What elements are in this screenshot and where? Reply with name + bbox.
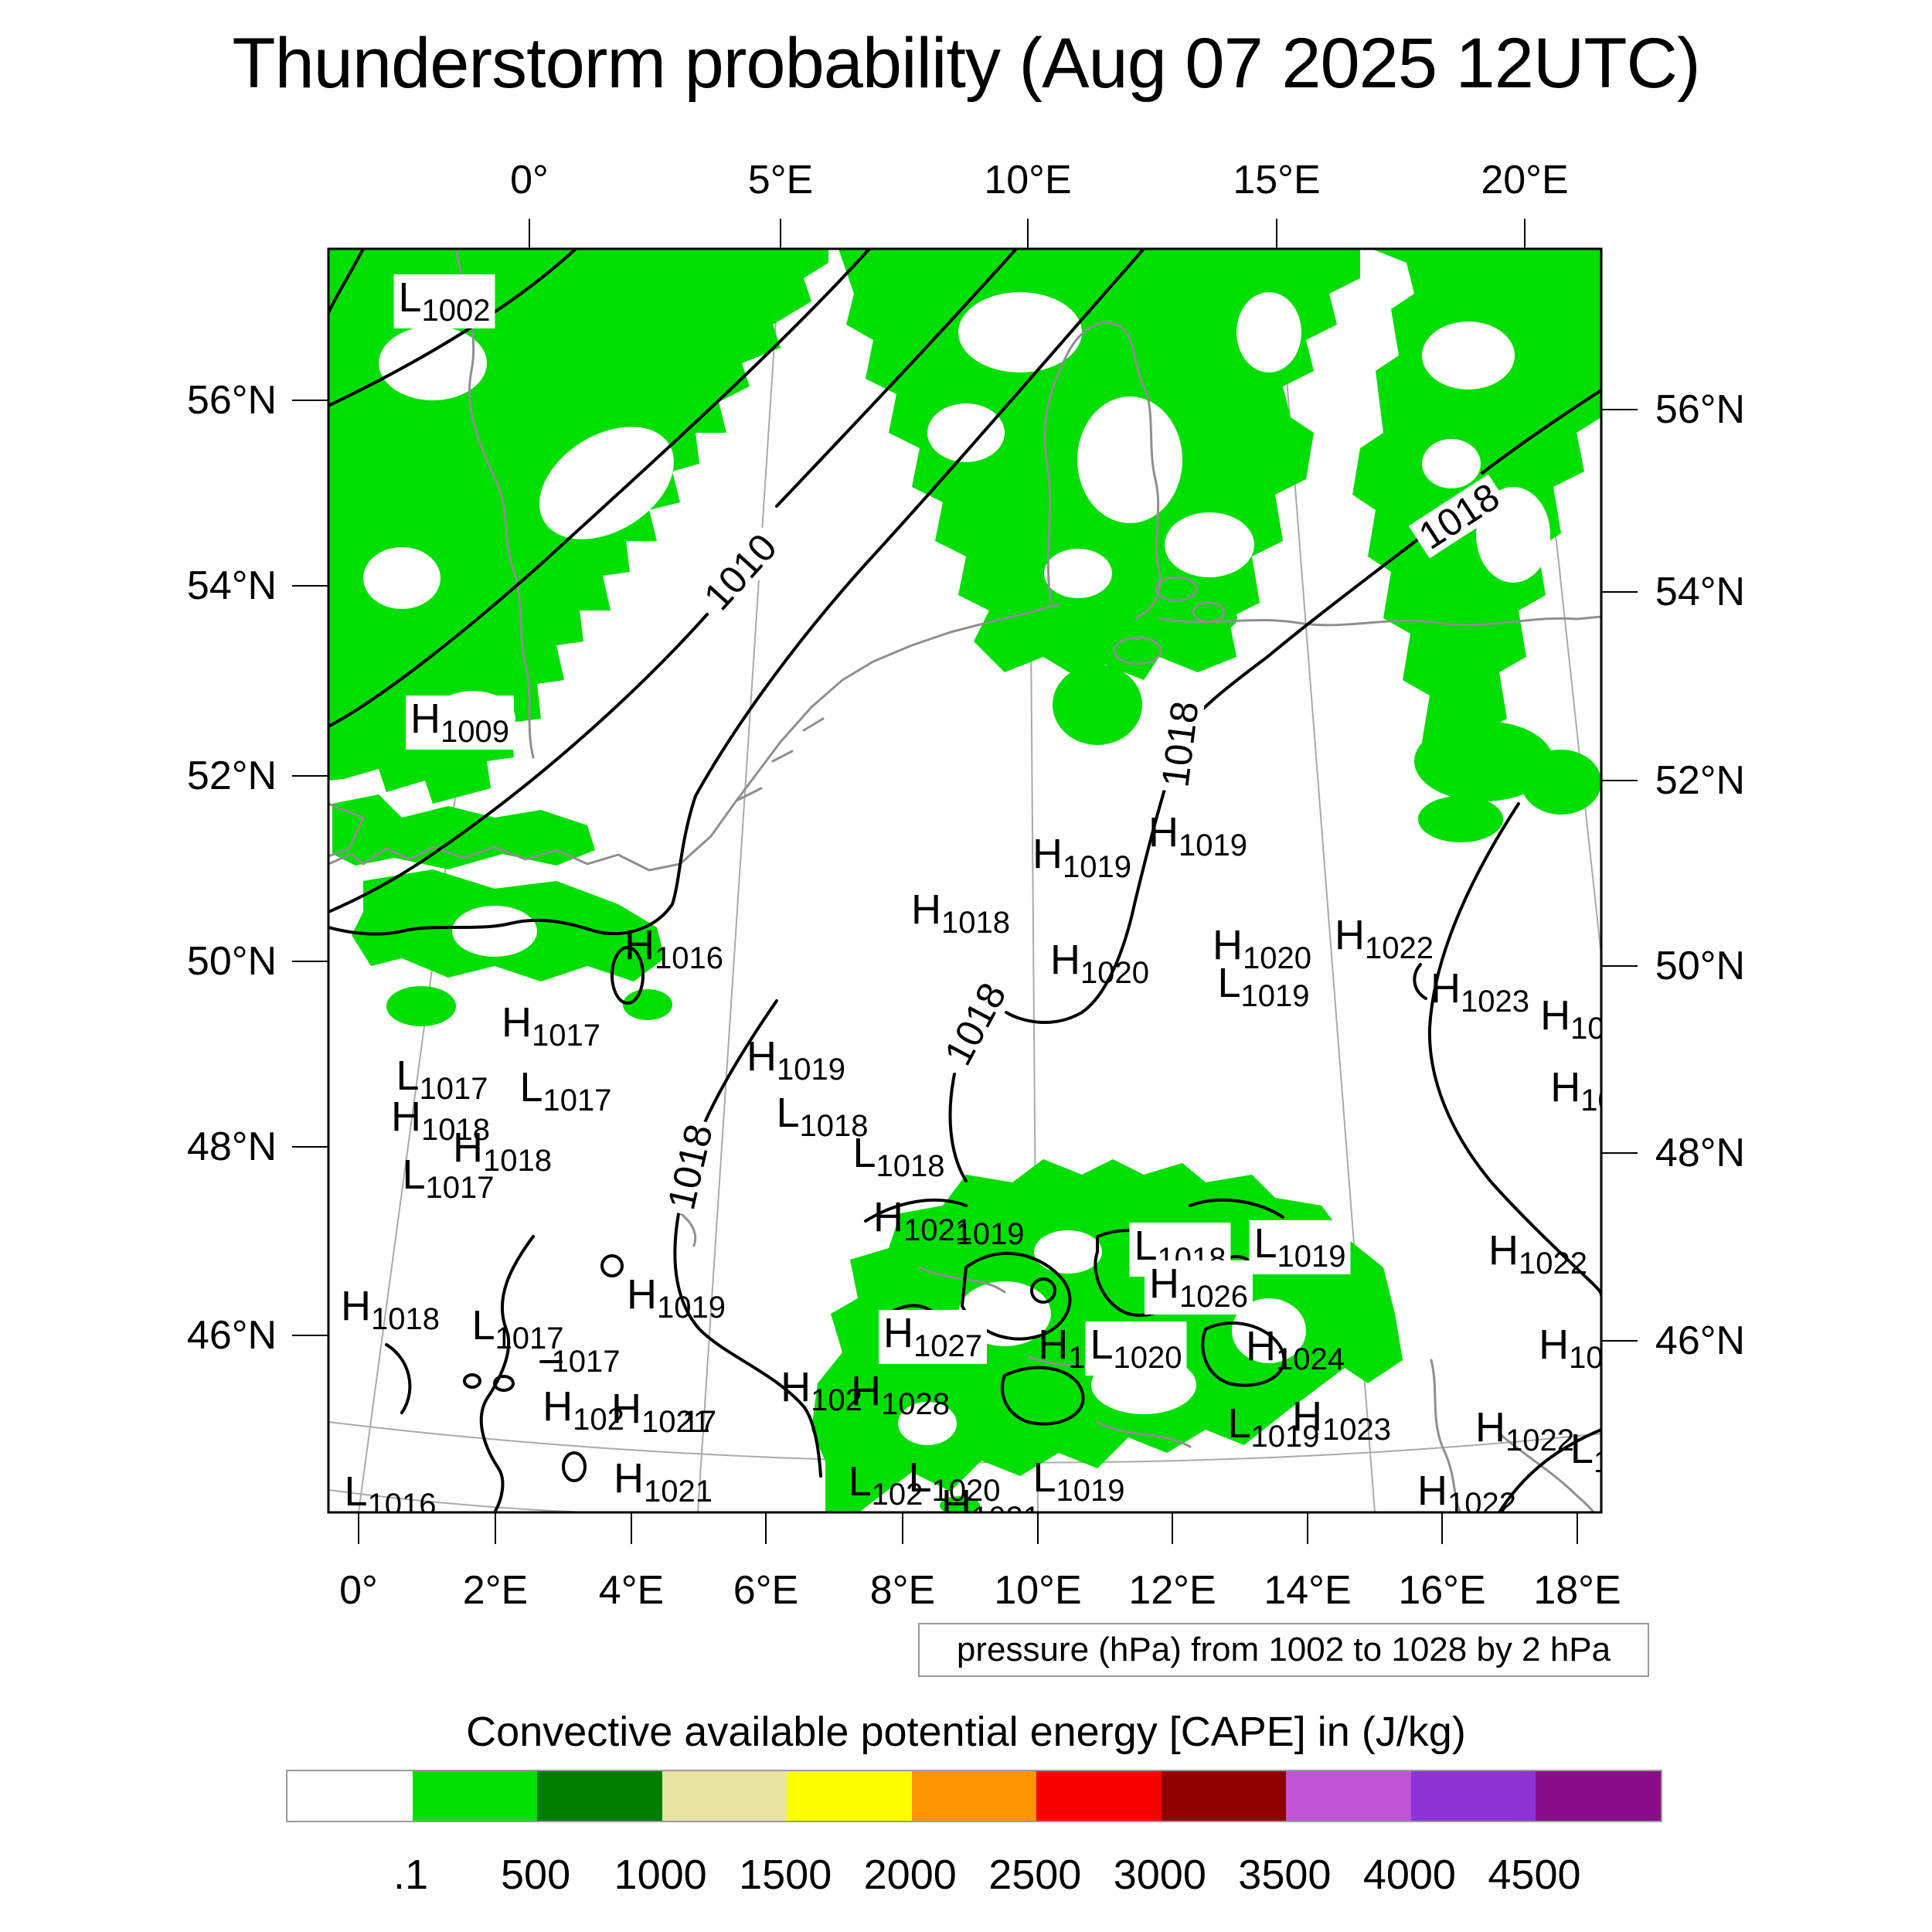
colorbar-cell — [1286, 1771, 1411, 1821]
axis-label-bottom: 4°E — [598, 1568, 665, 1613]
pressure-label-L1020: L1020 — [908, 1454, 1001, 1508]
pressure-label-H1018: H1018 — [911, 886, 1010, 940]
pressure-label-L1017: L1017 — [402, 1151, 495, 1205]
pressure-label-L1018: L1018 — [852, 1130, 945, 1183]
colorbar-cell — [412, 1771, 538, 1821]
axis-label-bottom: 18°E — [1533, 1568, 1621, 1613]
pressure-label-L1019: L1019 — [1032, 1454, 1125, 1508]
legend-title: Convective available potential energy [C… — [466, 1709, 1466, 1755]
pressure-label-H102: H102 — [781, 1364, 862, 1417]
pressure-label-H1022: H1022 — [1335, 912, 1434, 965]
axis-label-bottom: 0° — [339, 1568, 378, 1613]
axis-label-left: 56°N — [186, 378, 277, 423]
pressure-label-H1018: H1018 — [341, 1283, 440, 1336]
axis-label-right: 56°N — [1655, 387, 1746, 432]
axis-label-bottom: 10°E — [994, 1568, 1082, 1613]
pressure-label-H1020: H1020 — [1050, 937, 1149, 990]
axis-label-right: 48°N — [1655, 1131, 1746, 1175]
axis-label-left: 54°N — [186, 563, 277, 608]
axis-label-right: 46°N — [1655, 1318, 1746, 1363]
axis-label-top: 20°E — [1481, 158, 1569, 202]
colorbar-cell — [287, 1771, 413, 1821]
axis-label-top: 0° — [510, 158, 549, 202]
colorbar-tick-label: 2500 — [988, 1852, 1082, 1898]
pressure-label-L1002: L1002 — [393, 274, 495, 328]
contour-text-fragment: 1019 — [955, 1217, 1025, 1251]
colorbar-cell — [1536, 1771, 1662, 1821]
pressure-label-H1026: H1026 — [1145, 1260, 1253, 1315]
axis-label-bottom: 8°E — [869, 1568, 936, 1613]
pressure-label-H1023: H1023 — [1292, 1393, 1391, 1447]
map-area: L1002 H1009 H1016 H1017 L1017 L1017 H1018 H1018… — [328, 249, 1601, 1512]
axis-label-bottom: 2°E — [462, 1568, 529, 1613]
pressure-label-L1019: L1019 — [1217, 960, 1310, 1013]
colorbar-tick-label: 3500 — [1238, 1852, 1332, 1898]
contour-text-fragment: 17 — [682, 1405, 717, 1439]
pressure-label-L1: L1 — [1570, 1426, 1601, 1478]
axis-label-left: 50°N — [186, 939, 277, 984]
contour-value-label: 1018 — [1153, 694, 1207, 794]
pressure-label-L1016: L1016 — [344, 1468, 437, 1512]
colorbar-cell — [1161, 1771, 1287, 1821]
pressure-label-L1020: L1020 — [1085, 1321, 1187, 1376]
colorbar-tick-label: 1500 — [739, 1852, 832, 1898]
pressure-label-H102: H102 — [1539, 1321, 1601, 1375]
pressure-label-L1019: L1019 — [1249, 1220, 1351, 1274]
axis-label-bottom: 12°E — [1128, 1568, 1216, 1613]
axis-label-top: 5°E — [747, 158, 814, 202]
axis-label-left: 46°N — [186, 1313, 277, 1358]
colorbar-cell — [537, 1771, 662, 1821]
contour-text-fragment: 1017 — [551, 1345, 621, 1379]
colorbar-tick-label: 3000 — [1113, 1852, 1206, 1898]
page-title: Thunderstorm probability (Aug 07 2025 12… — [232, 24, 1700, 103]
pressure-label-H1024: H1024 — [1246, 1323, 1345, 1376]
pressure-label-H1019: H1019 — [1148, 809, 1247, 862]
pressure-label-H1009: H1009 — [406, 696, 514, 750]
pressure-label-H1022: H1022 — [1488, 1227, 1587, 1281]
axis-label-left: 48°N — [186, 1124, 277, 1169]
colorbar-tick-label: 4000 — [1362, 1852, 1456, 1898]
axis-label-bottom: 14°E — [1264, 1568, 1352, 1613]
pressure-label-H1016: H1016 — [624, 922, 723, 975]
colorbar-cell — [662, 1771, 787, 1821]
axis-label-top: 10°E — [984, 158, 1072, 202]
axis-label-left: 52°N — [186, 753, 277, 798]
axis-label-top: 15°E — [1233, 158, 1321, 202]
pressure-label-H102: H102 — [1540, 992, 1601, 1046]
pressure-label-H1028: H1028 — [851, 1368, 950, 1421]
pressure-label-H1021: H1021 — [614, 1455, 713, 1509]
pressure-label-L1017: L1017 — [519, 1064, 612, 1117]
colorbar-cell — [787, 1771, 912, 1821]
axis-label-right: 54°N — [1655, 570, 1746, 614]
pressure-label-H1019: H1019 — [627, 1271, 726, 1325]
pressure-label-H1022: H1022 — [1475, 1404, 1574, 1458]
pressure-label-H1017: H1017 — [502, 999, 600, 1053]
pressure-label-H10: H10 — [1550, 1064, 1601, 1117]
pressure-label-H1019: H1019 — [747, 1033, 845, 1087]
pressure-label-H1023: H1023 — [1430, 965, 1529, 1019]
colorbar-tick-label: 4500 — [1488, 1852, 1581, 1898]
colorbar — [286, 1770, 1662, 1822]
axis-label-right: 50°N — [1655, 944, 1746, 988]
pressure-label-H1027: H1027 — [879, 1310, 987, 1364]
axis-label-right: 52°N — [1655, 758, 1746, 803]
colorbar-cell — [911, 1771, 1037, 1821]
pressure-caption: pressure (hPa) from 1002 to 1028 by 2 hP… — [918, 1623, 1649, 1677]
colorbar-tick-label: 2000 — [863, 1852, 957, 1898]
pressure-label-H1022: H1022 — [1417, 1468, 1516, 1512]
colorbar-cell — [1036, 1771, 1162, 1821]
pressure-label-H1019: H1019 — [1032, 831, 1131, 884]
colorbar-tick-label: 500 — [501, 1852, 571, 1898]
pressure-label-L1017: L1017 — [471, 1302, 564, 1355]
colorbar-cell — [1410, 1771, 1536, 1821]
axis-label-bottom: 16°E — [1398, 1568, 1486, 1613]
colorbar-tick-label: .1 — [393, 1852, 429, 1898]
axis-label-bottom: 6°E — [733, 1568, 799, 1613]
colorbar-tick-label: 1000 — [614, 1852, 707, 1898]
